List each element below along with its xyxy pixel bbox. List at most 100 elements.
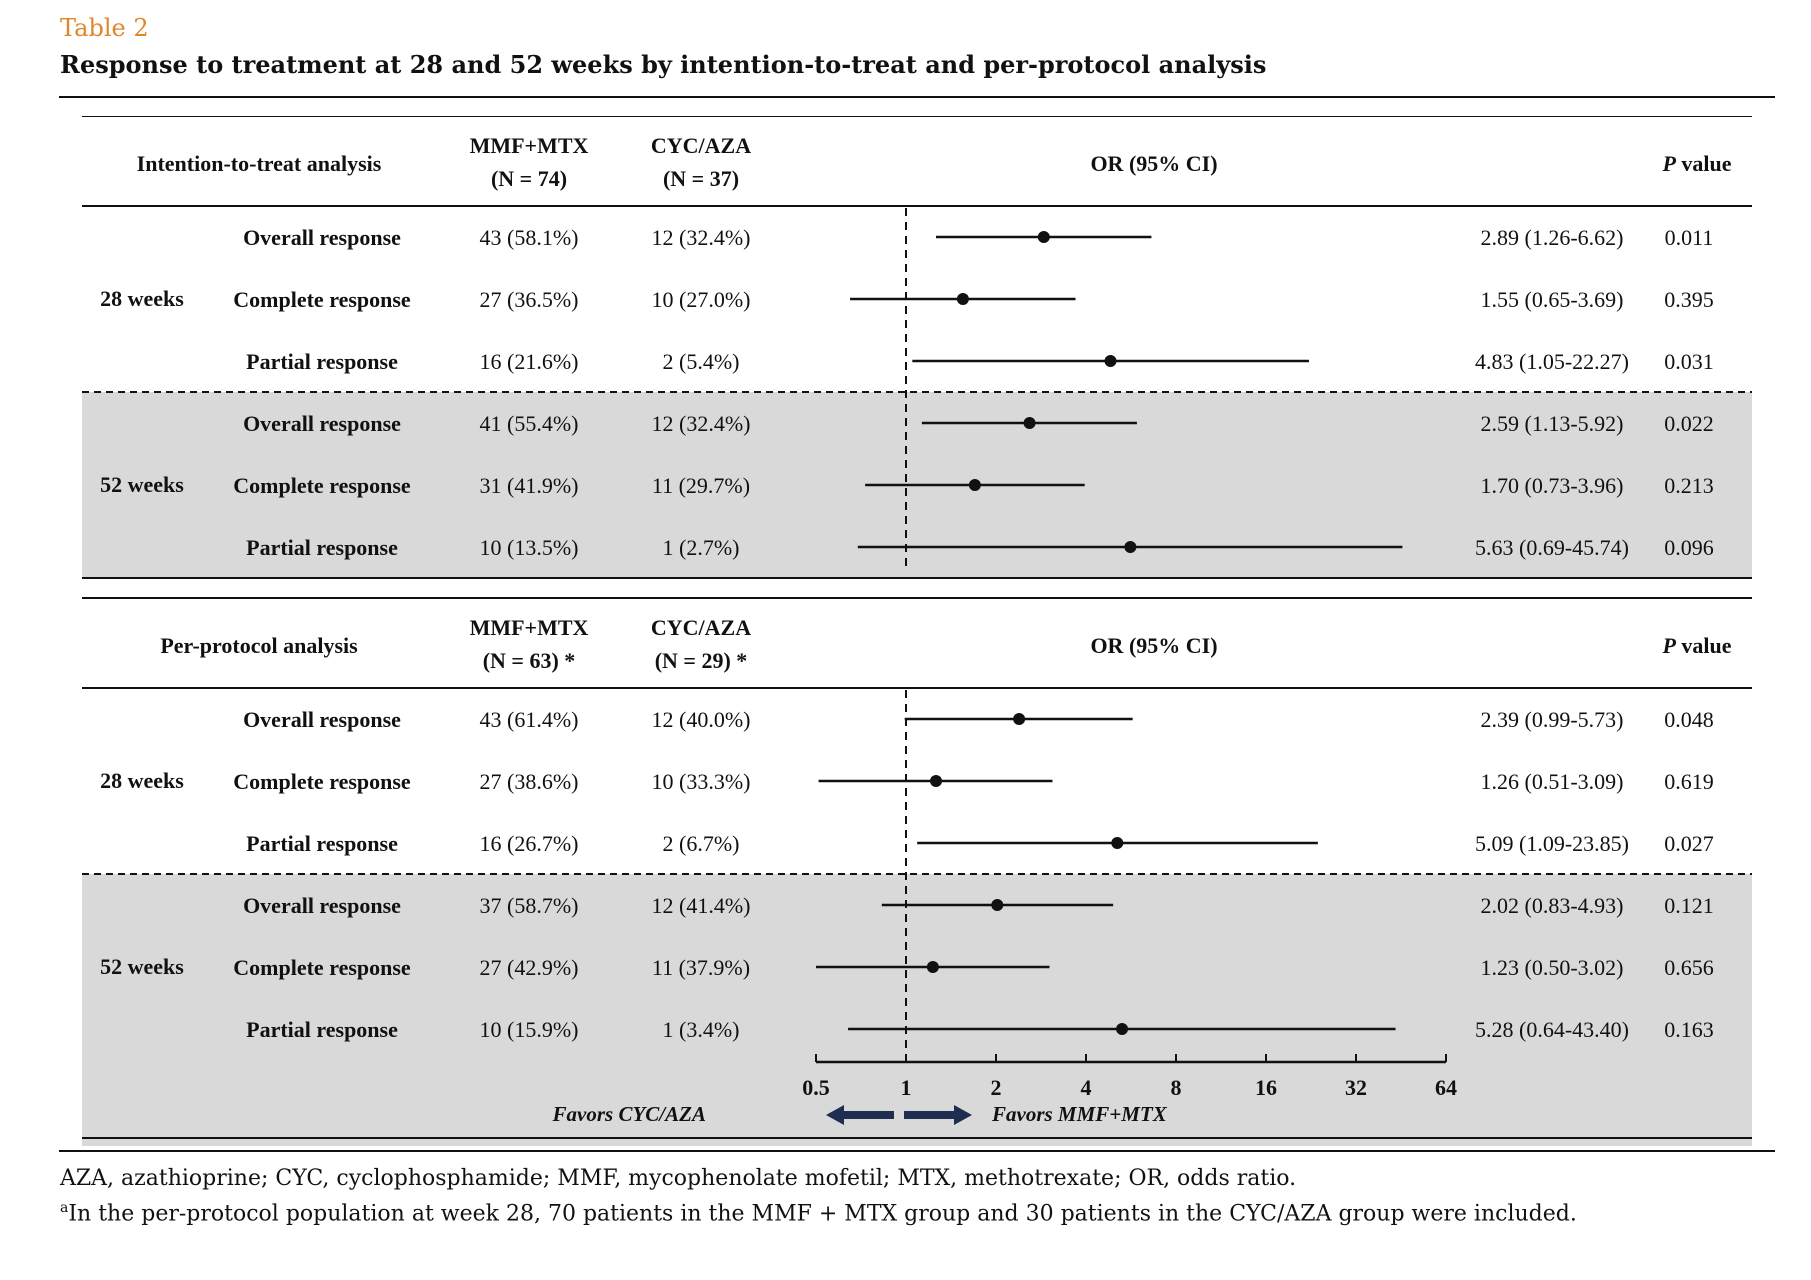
x-tick-label: 8 <box>1171 1075 1182 1100</box>
group1-value: 10 (15.9%) <box>480 1017 579 1042</box>
bottom-rule <box>59 1150 1775 1152</box>
left-arrow-shaft <box>840 1111 894 1119</box>
group1-value: 31 (41.9%) <box>480 473 579 498</box>
week-label: 28 weeks <box>100 768 184 793</box>
forest-plot-svg: Intention-to-treat analysis MMF+MTX (N = 7… <box>82 116 1752 1146</box>
x-tick-label: 4 <box>1081 1075 1092 1100</box>
group1-value: 37 (58.7%) <box>480 893 579 918</box>
p-value: 0.656 <box>1664 955 1714 980</box>
group2-value: 11 (29.7%) <box>652 473 750 498</box>
p-value: 0.048 <box>1664 707 1714 732</box>
or-point <box>991 899 1004 911</box>
or-ci-value: 4.83 (1.05-22.27) <box>1475 349 1629 374</box>
group2-value: 11 (37.9%) <box>652 955 750 980</box>
p-value: 0.619 <box>1664 769 1714 794</box>
group1-value: 27 (42.9%) <box>480 955 579 980</box>
outcome-label: Partial response <box>246 535 398 560</box>
p-value: 0.011 <box>1665 225 1714 250</box>
x-tick-label: 1 <box>901 1075 912 1100</box>
header-group1-n: (N = 74) <box>491 166 567 191</box>
or-ci-value: 1.55 (0.65-3.69) <box>1481 287 1624 312</box>
or-ci-value: 2.59 (1.13-5.92) <box>1481 411 1624 436</box>
group2-value: 1 (2.7%) <box>663 535 740 560</box>
or-ci-value: 5.09 (1.09-23.85) <box>1475 831 1629 856</box>
x-tick-label: 16 <box>1255 1075 1277 1100</box>
week-label: 52 weeks <box>100 954 184 979</box>
group2-value: 12 (32.4%) <box>652 225 751 250</box>
outcome-label: Complete response <box>233 473 411 498</box>
group2-value: 1 (3.4%) <box>663 1017 740 1042</box>
or-ci-value: 5.28 (0.64-43.40) <box>1475 1017 1629 1042</box>
group1-value: 27 (38.6%) <box>480 769 579 794</box>
table-label: Table 2 <box>60 14 149 42</box>
week-label: 52 weeks <box>100 472 184 497</box>
or-point <box>926 961 939 973</box>
footnote-per-protocol: aIn the per-protocol population at week … <box>60 1200 1577 1226</box>
header-p-value: P value <box>1661 633 1731 658</box>
header-group1-name: MMF+MTX <box>470 615 589 640</box>
outcome-label: Complete response <box>233 287 411 312</box>
or-point <box>930 775 943 787</box>
shaded-section-bg <box>82 874 1752 1146</box>
group1-value: 27 (36.5%) <box>480 287 579 312</box>
top-rule <box>59 96 1775 98</box>
outcome-label: Complete response <box>233 769 411 794</box>
p-value: 0.213 <box>1664 473 1714 498</box>
header-group1-n: (N = 63) * <box>483 648 576 673</box>
p-value: 0.022 <box>1664 411 1714 436</box>
left-arrow-head <box>826 1105 844 1125</box>
or-point <box>1124 541 1137 553</box>
favors-left-label: Favors CYC/AZA <box>552 1102 706 1126</box>
forest-plot-table: Intention-to-treat analysis MMF+MTX (N = 7… <box>82 116 1752 1146</box>
outcome-label: Complete response <box>233 955 411 980</box>
group2-value: 2 (6.7%) <box>663 831 740 856</box>
or-point <box>1037 231 1050 243</box>
group2-value: 2 (5.4%) <box>663 349 740 374</box>
right-arrow-head <box>954 1105 972 1125</box>
or-ci-value: 2.89 (1.26-6.62) <box>1481 225 1624 250</box>
or-ci-value: 5.63 (0.69-45.74) <box>1475 535 1629 560</box>
header-group2-n: (N = 29) * <box>655 648 748 673</box>
group2-value: 10 (33.3%) <box>652 769 751 794</box>
p-value: 0.163 <box>1664 1017 1714 1042</box>
table-title: Response to treatment at 28 and 52 weeks… <box>60 50 1267 79</box>
p-value: 0.031 <box>1664 349 1714 374</box>
group1-value: 43 (58.1%) <box>480 225 579 250</box>
outcome-label: Overall response <box>243 893 401 918</box>
p-value: 0.096 <box>1664 535 1714 560</box>
outcome-label: Partial response <box>246 349 398 374</box>
header-group1-name: MMF+MTX <box>470 133 589 158</box>
footnote-marker: a <box>60 1200 69 1216</box>
group2-value: 12 (40.0%) <box>652 707 751 732</box>
footnote-text: In the per-protocol population at week 2… <box>68 1201 1577 1227</box>
or-point <box>1111 837 1124 849</box>
group2-value: 12 (32.4%) <box>652 411 751 436</box>
p-value: 0.121 <box>1664 893 1714 918</box>
or-point <box>1013 713 1026 725</box>
or-ci-value: 1.23 (0.50-3.02) <box>1481 955 1624 980</box>
header-analysis: Per-protocol analysis <box>160 633 358 658</box>
or-ci-value: 2.39 (0.99-5.73) <box>1481 707 1624 732</box>
or-point <box>956 293 969 305</box>
group2-value: 12 (41.4%) <box>652 893 751 918</box>
outcome-label: Partial response <box>246 1017 398 1042</box>
or-ci-value: 2.02 (0.83-4.93) <box>1481 893 1624 918</box>
x-tick-label: 64 <box>1435 1075 1457 1100</box>
x-tick-label: 32 <box>1345 1075 1367 1100</box>
group1-value: 16 (21.6%) <box>480 349 579 374</box>
group1-value: 43 (61.4%) <box>480 707 579 732</box>
outcome-label: Overall response <box>243 225 401 250</box>
or-ci-value: 1.26 (0.51-3.09) <box>1481 769 1624 794</box>
header-group2-n: (N = 37) <box>663 166 739 191</box>
x-tick-label: 2 <box>991 1075 1002 1100</box>
or-point <box>1104 355 1117 367</box>
p-value: 0.027 <box>1664 831 1714 856</box>
header-analysis: Intention-to-treat analysis <box>137 151 382 176</box>
header-or-ci: OR (95% CI) <box>1090 633 1217 658</box>
x-tick-label: 0.5 <box>802 1075 830 1100</box>
group2-value: 10 (27.0%) <box>652 287 751 312</box>
favors-right-label: Favors MMF+MTX <box>991 1102 1168 1126</box>
p-value: 0.395 <box>1664 287 1714 312</box>
week-label: 28 weeks <box>100 286 184 311</box>
